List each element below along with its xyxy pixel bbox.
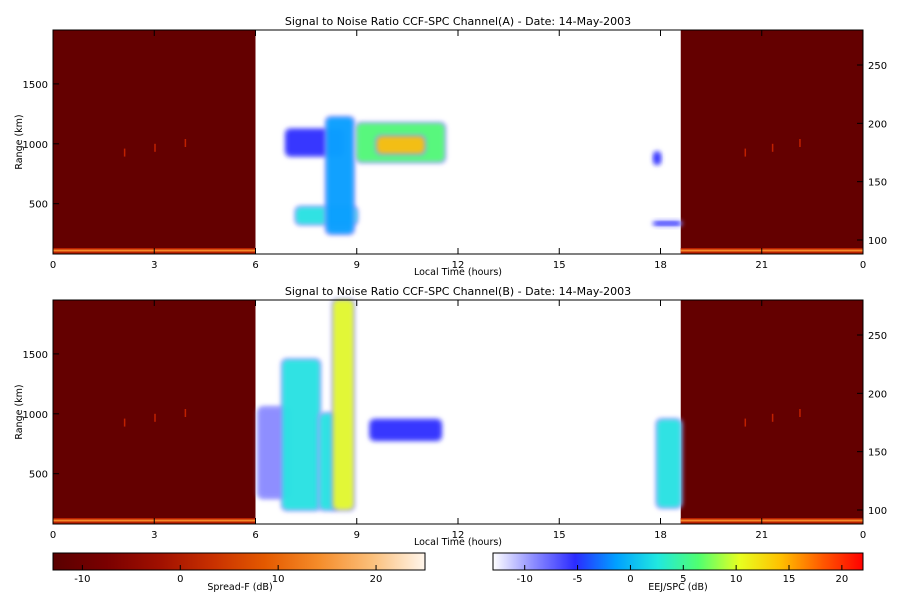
panel-b-xlabel: Local Time (hours) bbox=[414, 537, 502, 548]
spread-f-block bbox=[53, 300, 256, 524]
x-tick-label: 6 bbox=[252, 260, 258, 271]
spread-f-speckle bbox=[771, 413, 774, 422]
x-tick-label: 12 bbox=[452, 260, 465, 271]
colorbar-tick-label: 20 bbox=[370, 574, 383, 585]
x-tick-label: 3 bbox=[151, 530, 157, 541]
x-tick-label: 9 bbox=[354, 530, 360, 541]
y2-tick-label: 100 bbox=[868, 506, 887, 517]
panel-b-plot-area: 0 3 6 9 12 15 18 21 0 500 1000 1500 100 150 200 250 bbox=[23, 298, 887, 541]
y2-tick-label: 250 bbox=[868, 331, 887, 342]
spread-f-block bbox=[53, 30, 256, 254]
x-tick-label: 15 bbox=[553, 530, 566, 541]
x-tick-label: 15 bbox=[553, 260, 566, 271]
x-tick-label: 0 bbox=[860, 260, 866, 271]
spread-f-speckle bbox=[184, 409, 187, 418]
panel-a-title: Signal to Noise Ratio CCF-SPC Channel(A)… bbox=[285, 15, 631, 28]
x-tick-label: 21 bbox=[755, 530, 768, 541]
spread-f-block bbox=[680, 30, 863, 254]
y2-tick-label: 200 bbox=[868, 389, 887, 400]
colorbar-gradient bbox=[52, 552, 426, 571]
y2-tick-label: 150 bbox=[868, 178, 887, 189]
colorbar-gradient bbox=[492, 552, 864, 571]
panel-a-xlabel: Local Time (hours) bbox=[414, 267, 502, 278]
y-tick-label: 1500 bbox=[23, 350, 48, 361]
echo-region bbox=[282, 359, 320, 510]
panel-b-title: Signal to Noise Ratio CCF-SPC Channel(B)… bbox=[285, 285, 631, 298]
echo-region bbox=[657, 419, 681, 508]
spread-f-speckle bbox=[744, 418, 747, 427]
colorbar-spread-f: Spread-F (dB) -10 0 10 20 bbox=[52, 552, 426, 593]
y-tick-label: 500 bbox=[29, 200, 48, 211]
x-tick-label: 0 bbox=[50, 260, 56, 271]
spread-f-speckle bbox=[123, 418, 126, 427]
x-tick-label: 0 bbox=[50, 530, 56, 541]
spread-f-speckle bbox=[799, 409, 801, 418]
spread-f-bright-line bbox=[680, 519, 863, 522]
colorbar-tick-label: 20 bbox=[835, 574, 848, 585]
spread-f-speckle bbox=[184, 139, 187, 148]
panel-channel-b: Signal to Noise Ratio CCF-SPC Channel(B)… bbox=[14, 285, 887, 548]
panel-a-ylabel: Range (km) bbox=[14, 114, 25, 169]
colorbar-tick-label: 10 bbox=[272, 574, 285, 585]
colorbar-tick-label: -10 bbox=[517, 574, 533, 585]
y2-tick-label: 150 bbox=[868, 448, 887, 459]
x-tick-label: 0 bbox=[860, 530, 866, 541]
colorbar-tick-label: 0 bbox=[177, 574, 183, 585]
colorbar-tick-label: 15 bbox=[783, 574, 796, 585]
spread-f-bright-line bbox=[680, 249, 863, 252]
y2-tick-label: 100 bbox=[868, 236, 887, 247]
x-tick-label: 9 bbox=[354, 260, 360, 271]
x-tick-label: 12 bbox=[452, 530, 465, 541]
colorbar-tick-label: -10 bbox=[74, 574, 90, 585]
spread-f-speckle bbox=[771, 143, 774, 152]
echo-region bbox=[653, 221, 681, 226]
panel-a-plot-area: 0 3 6 9 12 15 18 21 0 500 1000 1500 100 150 200 250 bbox=[23, 29, 887, 271]
echo-region bbox=[377, 136, 425, 154]
x-tick-label: 18 bbox=[654, 530, 667, 541]
spread-f-speckle bbox=[154, 143, 156, 152]
colorbar-eej-spc-label: EEJ/SPC (dB) bbox=[648, 582, 707, 593]
y2-tick-label: 250 bbox=[868, 61, 887, 72]
colorbar-tick-label: 0 bbox=[627, 574, 633, 585]
spread-f-block bbox=[680, 300, 863, 524]
panel-channel-a: Signal to Noise Ratio CCF-SPC Channel(A)… bbox=[14, 15, 887, 278]
colorbar-eej-spc: EEJ/SPC (dB) -10 -5 0 5 10 15 20 bbox=[492, 552, 864, 593]
echo-region bbox=[653, 152, 661, 165]
y2-tick-label: 200 bbox=[868, 119, 887, 130]
y-tick-label: 1000 bbox=[23, 410, 48, 421]
colorbar-tick-label: 5 bbox=[680, 574, 686, 585]
echo-region bbox=[370, 419, 442, 441]
spread-f-speckle bbox=[744, 148, 747, 157]
x-tick-label: 6 bbox=[252, 530, 258, 541]
y-tick-label: 500 bbox=[29, 470, 48, 481]
spread-f-speckle bbox=[123, 148, 126, 157]
colorbar-tick-label: 10 bbox=[730, 574, 743, 585]
spread-f-speckle bbox=[154, 413, 156, 422]
x-tick-label: 21 bbox=[755, 260, 768, 271]
colorbar-spread-f-label: Spread-F (dB) bbox=[207, 582, 272, 593]
panel-b-ylabel: Range (km) bbox=[14, 384, 25, 439]
colorbar-tick-label: -5 bbox=[573, 574, 583, 585]
echo-region bbox=[333, 300, 354, 510]
x-tick-label: 3 bbox=[151, 260, 157, 271]
spread-f-speckle bbox=[799, 139, 801, 148]
y-tick-label: 1500 bbox=[23, 80, 48, 91]
echo-region bbox=[326, 117, 354, 234]
y-tick-label: 1000 bbox=[23, 140, 48, 151]
x-tick-label: 18 bbox=[654, 260, 667, 271]
